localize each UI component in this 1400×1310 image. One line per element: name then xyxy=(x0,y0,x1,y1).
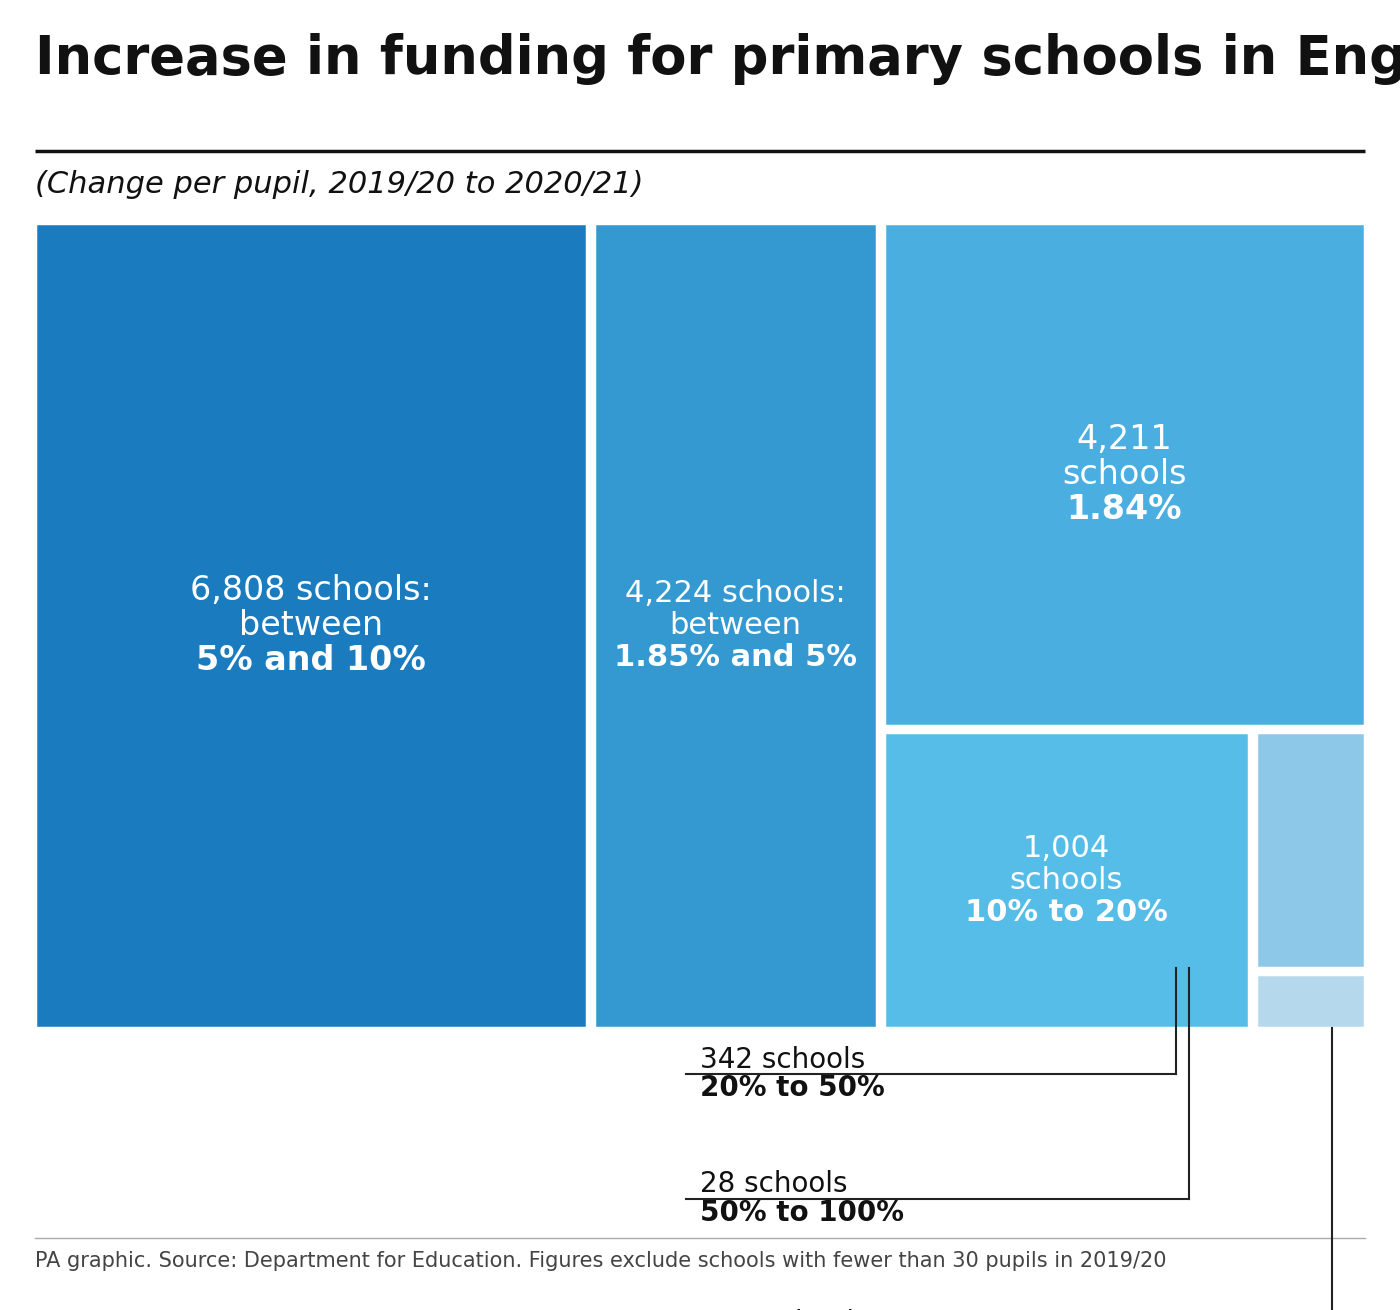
Bar xyxy=(35,223,587,1028)
Text: 5% and 10%: 5% and 10% xyxy=(196,643,426,677)
Text: between: between xyxy=(669,610,801,641)
Text: 10% to 20%: 10% to 20% xyxy=(965,897,1168,926)
Text: 4,224 schools:: 4,224 schools: xyxy=(624,579,846,608)
Text: PA graphic. Source: Department for Education. Figures exclude schools with fewer: PA graphic. Source: Department for Educa… xyxy=(35,1251,1166,1271)
Bar xyxy=(1256,732,1365,968)
Text: 6,808 schools:: 6,808 schools: xyxy=(190,574,431,608)
Text: 1,004: 1,004 xyxy=(1023,833,1110,863)
Text: 1.84%: 1.84% xyxy=(1067,493,1182,525)
Text: Increase in funding for primary schools in England: Increase in funding for primary schools … xyxy=(35,33,1400,85)
Text: 1.85% and 5%: 1.85% and 5% xyxy=(613,643,857,672)
Text: (Change per pupil, 2019/20 to 2020/21): (Change per pupil, 2019/20 to 2020/21) xyxy=(35,170,644,199)
Text: 342 schools: 342 schools xyxy=(700,1045,865,1074)
Text: 28 schools: 28 schools xyxy=(700,1170,847,1199)
Text: schools: schools xyxy=(1063,458,1187,491)
Bar xyxy=(594,223,876,1028)
Text: schools: schools xyxy=(1009,866,1123,895)
Bar xyxy=(1256,973,1365,1028)
Bar xyxy=(883,223,1365,726)
Text: 20% to 50%: 20% to 50% xyxy=(700,1074,885,1103)
Bar xyxy=(883,732,1249,1028)
Text: between: between xyxy=(239,609,384,642)
Text: 50% to 100%: 50% to 100% xyxy=(700,1199,904,1227)
Text: 4,211: 4,211 xyxy=(1077,423,1172,456)
